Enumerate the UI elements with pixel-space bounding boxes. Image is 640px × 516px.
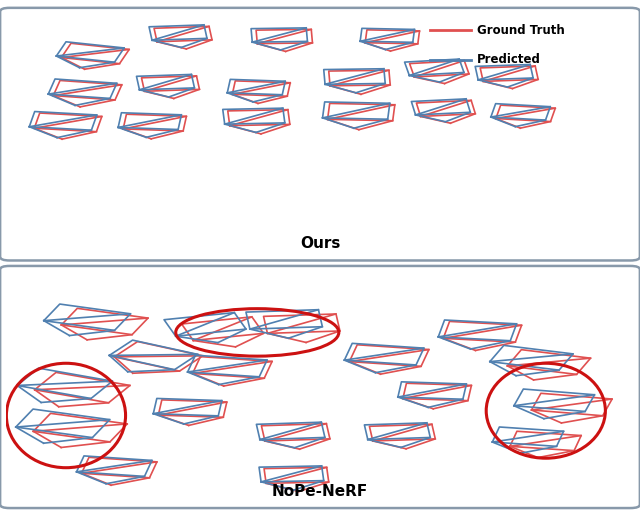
Text: NoPe-NeRF: NoPe-NeRF bbox=[272, 483, 368, 498]
Text: Ours: Ours bbox=[300, 236, 340, 251]
FancyBboxPatch shape bbox=[0, 8, 640, 261]
Text: Ground Truth: Ground Truth bbox=[477, 24, 564, 37]
FancyBboxPatch shape bbox=[0, 266, 640, 508]
Text: Predicted: Predicted bbox=[477, 53, 541, 67]
